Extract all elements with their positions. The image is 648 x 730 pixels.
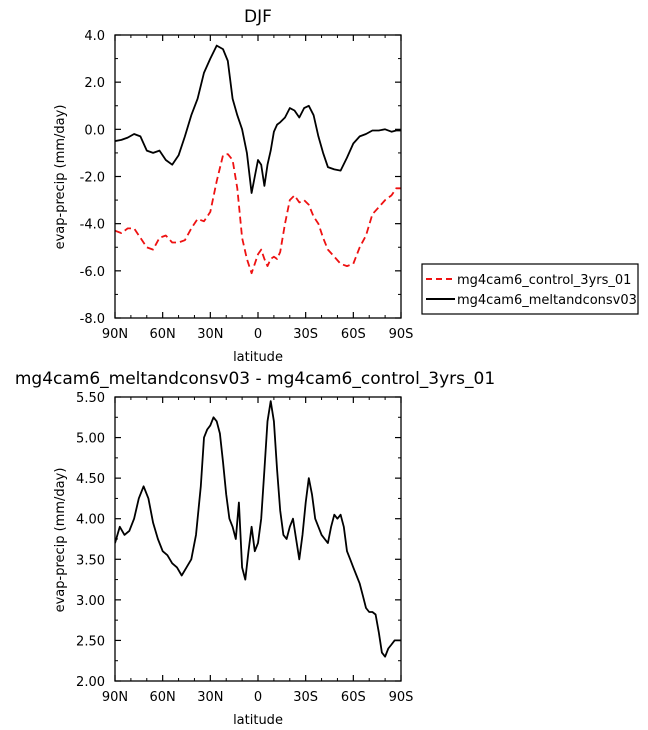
x-tick-label: 60N [150,690,176,705]
top-plot-area: 90N 60N 30N 0 30S 60S 90S -8.0 -6.0 -4.0 -2.0 0.0 2.… [80,29,414,342]
legend-label-meltandconsv: mg4cam6_meltandconsv03 [457,293,637,308]
y-tick-label: 4.0 [84,29,105,44]
bottom-x-axis-label: latitude [233,713,283,728]
y-tick-label: 2.00 [76,675,105,690]
x-tick-label: 30N [197,690,223,705]
top-panel: DJF 90N 60N 30N 0 30S 60S 90S -8.0 -6.0 -4.0 -2.0 0… [53,7,639,365]
x-tick-label: 90S [389,327,414,342]
x-tick-label: 30S [293,690,318,705]
x-tick-label: 0 [254,327,262,342]
y-tick-label: 0.0 [84,123,105,138]
top-chart-title: DJF [244,7,272,27]
legend-label-control: mg4cam6_control_3yrs_01 [457,273,631,288]
legend: mg4cam6_control_3yrs_01 mg4cam6_meltandc… [421,263,639,315]
x-tick-label: 30S [293,327,318,342]
y-tick-label: 3.00 [76,594,105,609]
x-tick-label: 60N [150,327,176,342]
x-tick-label: 60S [341,690,366,705]
y-tick-label: 4.00 [76,513,105,528]
y-tick-label: 3.50 [76,553,105,568]
x-tick-label: 90S [389,690,414,705]
series-line-difference [115,400,401,658]
legend-box [421,263,639,315]
y-tick-label: 2.50 [76,634,105,649]
y-tick-label: 5.00 [76,432,105,447]
series-line-mg4cam6-meltandconsv03 [115,44,401,194]
x-tick-label: 0 [254,690,262,705]
bottom-chart-title: mg4cam6_meltandconsv03 - mg4cam6_control… [15,369,495,389]
x-tick-label: 60S [341,327,366,342]
y-tick-label: 2.0 [84,76,105,91]
top-x-axis-label: latitude [233,350,283,365]
bottom-y-axis-label: evap-precip (mm/day) [53,468,68,613]
y-tick-label: -8.0 [80,312,105,327]
x-tick-label: 30N [197,327,223,342]
plot-frame [114,34,402,319]
x-tick-label: 90N [102,327,128,342]
y-tick-label: 4.50 [76,472,105,487]
bottom-panel: mg4cam6_meltandconsv03 - mg4cam6_control… [15,369,495,728]
y-tick-label: -4.0 [80,218,105,233]
bottom-plot-area: 90N 60N 30N 0 30S 60S 90S 2.00 2.50 3.00 3.50 4.00 4… [76,391,413,705]
series-line-mg4cam6-control-3yrs-01 [115,153,401,275]
y-tick-label: -2.0 [80,171,105,186]
y-tick-label: -6.0 [80,265,105,280]
x-tick-label: 90N [102,690,128,705]
top-y-axis-label: evap-precip (mm/day) [53,105,68,250]
y-tick-label: 5.50 [76,391,105,406]
